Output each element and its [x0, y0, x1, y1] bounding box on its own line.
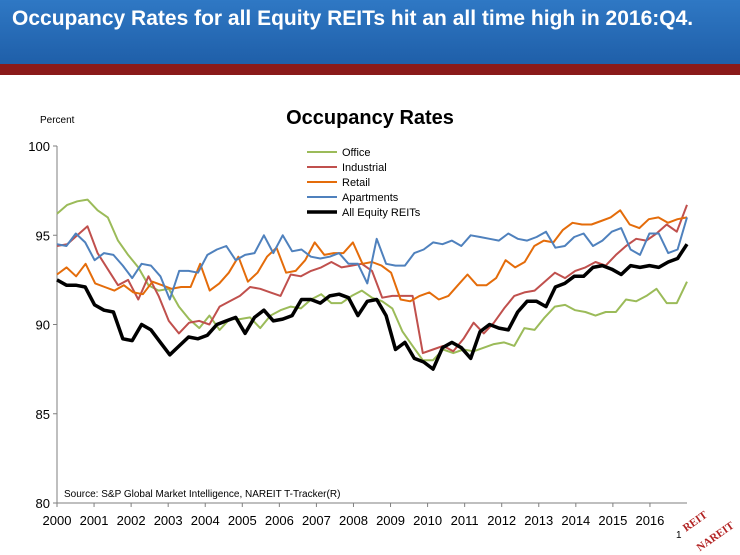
banner-title: Occupancy Rates for all Equity REITs hit…	[12, 7, 694, 30]
x-tick-label: 2013	[524, 513, 553, 528]
nareit-logo: REIT NAREIT	[681, 509, 736, 552]
x-tick-label: 2009	[376, 513, 405, 528]
banner-stripe	[0, 64, 740, 75]
x-tick-label: 2011	[451, 513, 479, 528]
series-line-apartments	[56, 217, 688, 301]
y-tick-label: 90	[36, 318, 50, 333]
y-tick-label: 100	[28, 139, 50, 154]
x-tick-label: 2007	[302, 513, 331, 528]
y-tick-label: 95	[36, 228, 50, 243]
occupancy-chart: Occupancy Rates Percent Source: S&P Glob…	[28, 107, 689, 528]
x-tick-label: 2002	[117, 513, 146, 528]
x-tick-label: 2005	[228, 513, 257, 528]
x-tick-label: 2012	[487, 513, 516, 528]
legend-label: Apartments	[342, 192, 399, 204]
legend-label: Industrial	[342, 162, 387, 174]
source-note: Source: S&P Global Market Intelligence, …	[64, 489, 340, 500]
series-line-industrial	[56, 204, 688, 355]
series-layer	[56, 198, 689, 371]
legend: Office Industrial Retail Apartments All Equi…	[307, 147, 421, 219]
legend-label: Office	[342, 147, 371, 159]
x-tick-label: 2001	[80, 513, 109, 528]
series-line-office	[56, 198, 688, 362]
x-tick-label: 2008	[339, 513, 368, 528]
x-tick-label: 2015	[598, 513, 627, 528]
x-tick-label: 2016	[635, 513, 664, 528]
title-banner: Occupancy Rates for all Equity REITs hit…	[0, 0, 740, 64]
x-tick-label: 2010	[413, 513, 442, 528]
legend-label: Retail	[342, 177, 370, 189]
legend-label: All Equity REITs	[342, 207, 421, 219]
chart-title: Occupancy Rates	[286, 107, 454, 129]
svg-text:REIT: REIT	[681, 509, 710, 535]
y-axis-label: Percent	[40, 115, 75, 126]
page-number: 1	[676, 530, 682, 541]
series-line-all-equity-reits	[56, 243, 689, 371]
axes: 80 85 90 95 100 2000 2001 2002 2003 2004 2005 2006 2…	[28, 139, 687, 528]
x-tick-label: 2006	[265, 513, 294, 528]
x-tick-label: 2003	[154, 513, 183, 528]
x-tick-label: 2004	[191, 513, 220, 528]
y-tick-label: 85	[36, 407, 50, 422]
y-tick-label: 80	[36, 496, 50, 511]
x-tick-label: 2014	[561, 513, 590, 528]
x-tick-label: 2000	[43, 513, 72, 528]
